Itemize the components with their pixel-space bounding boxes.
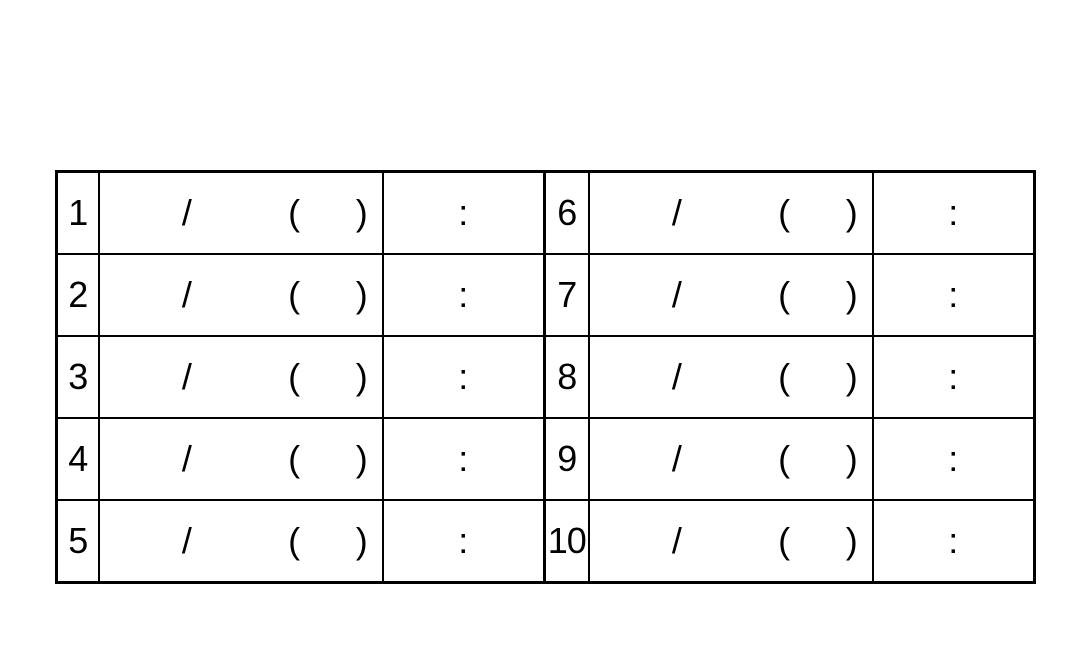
row-number-cell: 1 xyxy=(55,170,100,255)
row-number-cell: 3 xyxy=(55,335,100,419)
open-paren-glyph: ( xyxy=(778,274,791,315)
open-paren-glyph: ( xyxy=(288,192,301,233)
open-paren-glyph: ( xyxy=(778,192,791,233)
date-template: / ( ) xyxy=(591,256,871,334)
row-number-cell: 6 xyxy=(543,170,590,255)
slash-glyph: / xyxy=(181,356,192,397)
slash-glyph: / xyxy=(671,356,682,397)
date-fill-in-cell: / ( ) xyxy=(587,253,874,337)
date-template: / ( ) xyxy=(101,338,381,416)
date-template: / ( ) xyxy=(101,420,381,498)
slash-glyph: / xyxy=(181,274,192,315)
row-number-cell: 5 xyxy=(55,499,100,584)
date-fill-in-cell: / ( ) xyxy=(587,499,874,584)
time-fill-in-cell: : xyxy=(381,417,546,501)
open-paren-glyph: ( xyxy=(778,438,791,479)
slash-glyph: / xyxy=(671,192,682,233)
date-fill-in-cell: / ( ) xyxy=(587,170,874,255)
schedule-form-table: 1 / ( ) : 6 / ( ) : xyxy=(55,170,1036,584)
slash-glyph: / xyxy=(671,438,682,479)
close-paren-glyph: ) xyxy=(845,356,858,397)
close-paren-glyph: ) xyxy=(355,438,368,479)
time-fill-in-cell: : xyxy=(381,170,546,255)
date-fill-in-cell: / ( ) xyxy=(587,417,874,501)
date-template: / ( ) xyxy=(101,173,381,252)
time-fill-in-cell: : xyxy=(871,170,1036,255)
time-fill-in-cell: : xyxy=(871,499,1036,584)
open-paren-glyph: ( xyxy=(288,356,301,397)
row-number-cell: 2 xyxy=(55,253,100,337)
open-paren-glyph: ( xyxy=(288,520,301,561)
date-template: / ( ) xyxy=(591,338,871,416)
date-fill-in-cell: / ( ) xyxy=(97,335,384,419)
slash-glyph: / xyxy=(181,192,192,233)
date-template: / ( ) xyxy=(101,502,381,581)
date-fill-in-cell: / ( ) xyxy=(587,335,874,419)
close-paren-glyph: ) xyxy=(845,520,858,561)
open-paren-glyph: ( xyxy=(778,520,791,561)
close-paren-glyph: ) xyxy=(355,192,368,233)
table-row: 2 / ( ) : 7 / ( ) : xyxy=(55,253,1036,337)
date-template: / ( ) xyxy=(591,420,871,498)
table-row: 4 / ( ) : 9 / ( ) : xyxy=(55,417,1036,501)
row-number-cell: 9 xyxy=(543,417,590,501)
slash-glyph: / xyxy=(181,520,192,561)
slash-glyph: / xyxy=(671,274,682,315)
date-template: / ( ) xyxy=(101,256,381,334)
row-number-cell: 8 xyxy=(543,335,590,419)
close-paren-glyph: ) xyxy=(845,274,858,315)
time-fill-in-cell: : xyxy=(381,499,546,584)
open-paren-glyph: ( xyxy=(288,274,301,315)
time-fill-in-cell: : xyxy=(381,335,546,419)
close-paren-glyph: ) xyxy=(845,192,858,233)
time-fill-in-cell: : xyxy=(381,253,546,337)
date-fill-in-cell: / ( ) xyxy=(97,170,384,255)
date-template: / ( ) xyxy=(591,502,871,581)
table-row: 3 / ( ) : 8 / ( ) : xyxy=(55,335,1036,419)
date-fill-in-cell: / ( ) xyxy=(97,253,384,337)
date-fill-in-cell: / ( ) xyxy=(97,417,384,501)
close-paren-glyph: ) xyxy=(355,520,368,561)
time-fill-in-cell: : xyxy=(871,417,1036,501)
slash-glyph: / xyxy=(671,520,682,561)
open-paren-glyph: ( xyxy=(288,438,301,479)
date-template: / ( ) xyxy=(591,173,871,252)
date-fill-in-cell: / ( ) xyxy=(97,499,384,584)
close-paren-glyph: ) xyxy=(355,274,368,315)
row-number-cell: 10 xyxy=(543,499,590,584)
row-number-cell: 4 xyxy=(55,417,100,501)
row-number-cell: 7 xyxy=(543,253,590,337)
slash-glyph: / xyxy=(181,438,192,479)
close-paren-glyph: ) xyxy=(845,438,858,479)
open-paren-glyph: ( xyxy=(778,356,791,397)
close-paren-glyph: ) xyxy=(355,356,368,397)
time-fill-in-cell: : xyxy=(871,335,1036,419)
table-row: 1 / ( ) : 6 / ( ) : xyxy=(55,170,1036,255)
table-row: 5 / ( ) : 10 / ( ) : xyxy=(55,499,1036,584)
time-fill-in-cell: : xyxy=(871,253,1036,337)
